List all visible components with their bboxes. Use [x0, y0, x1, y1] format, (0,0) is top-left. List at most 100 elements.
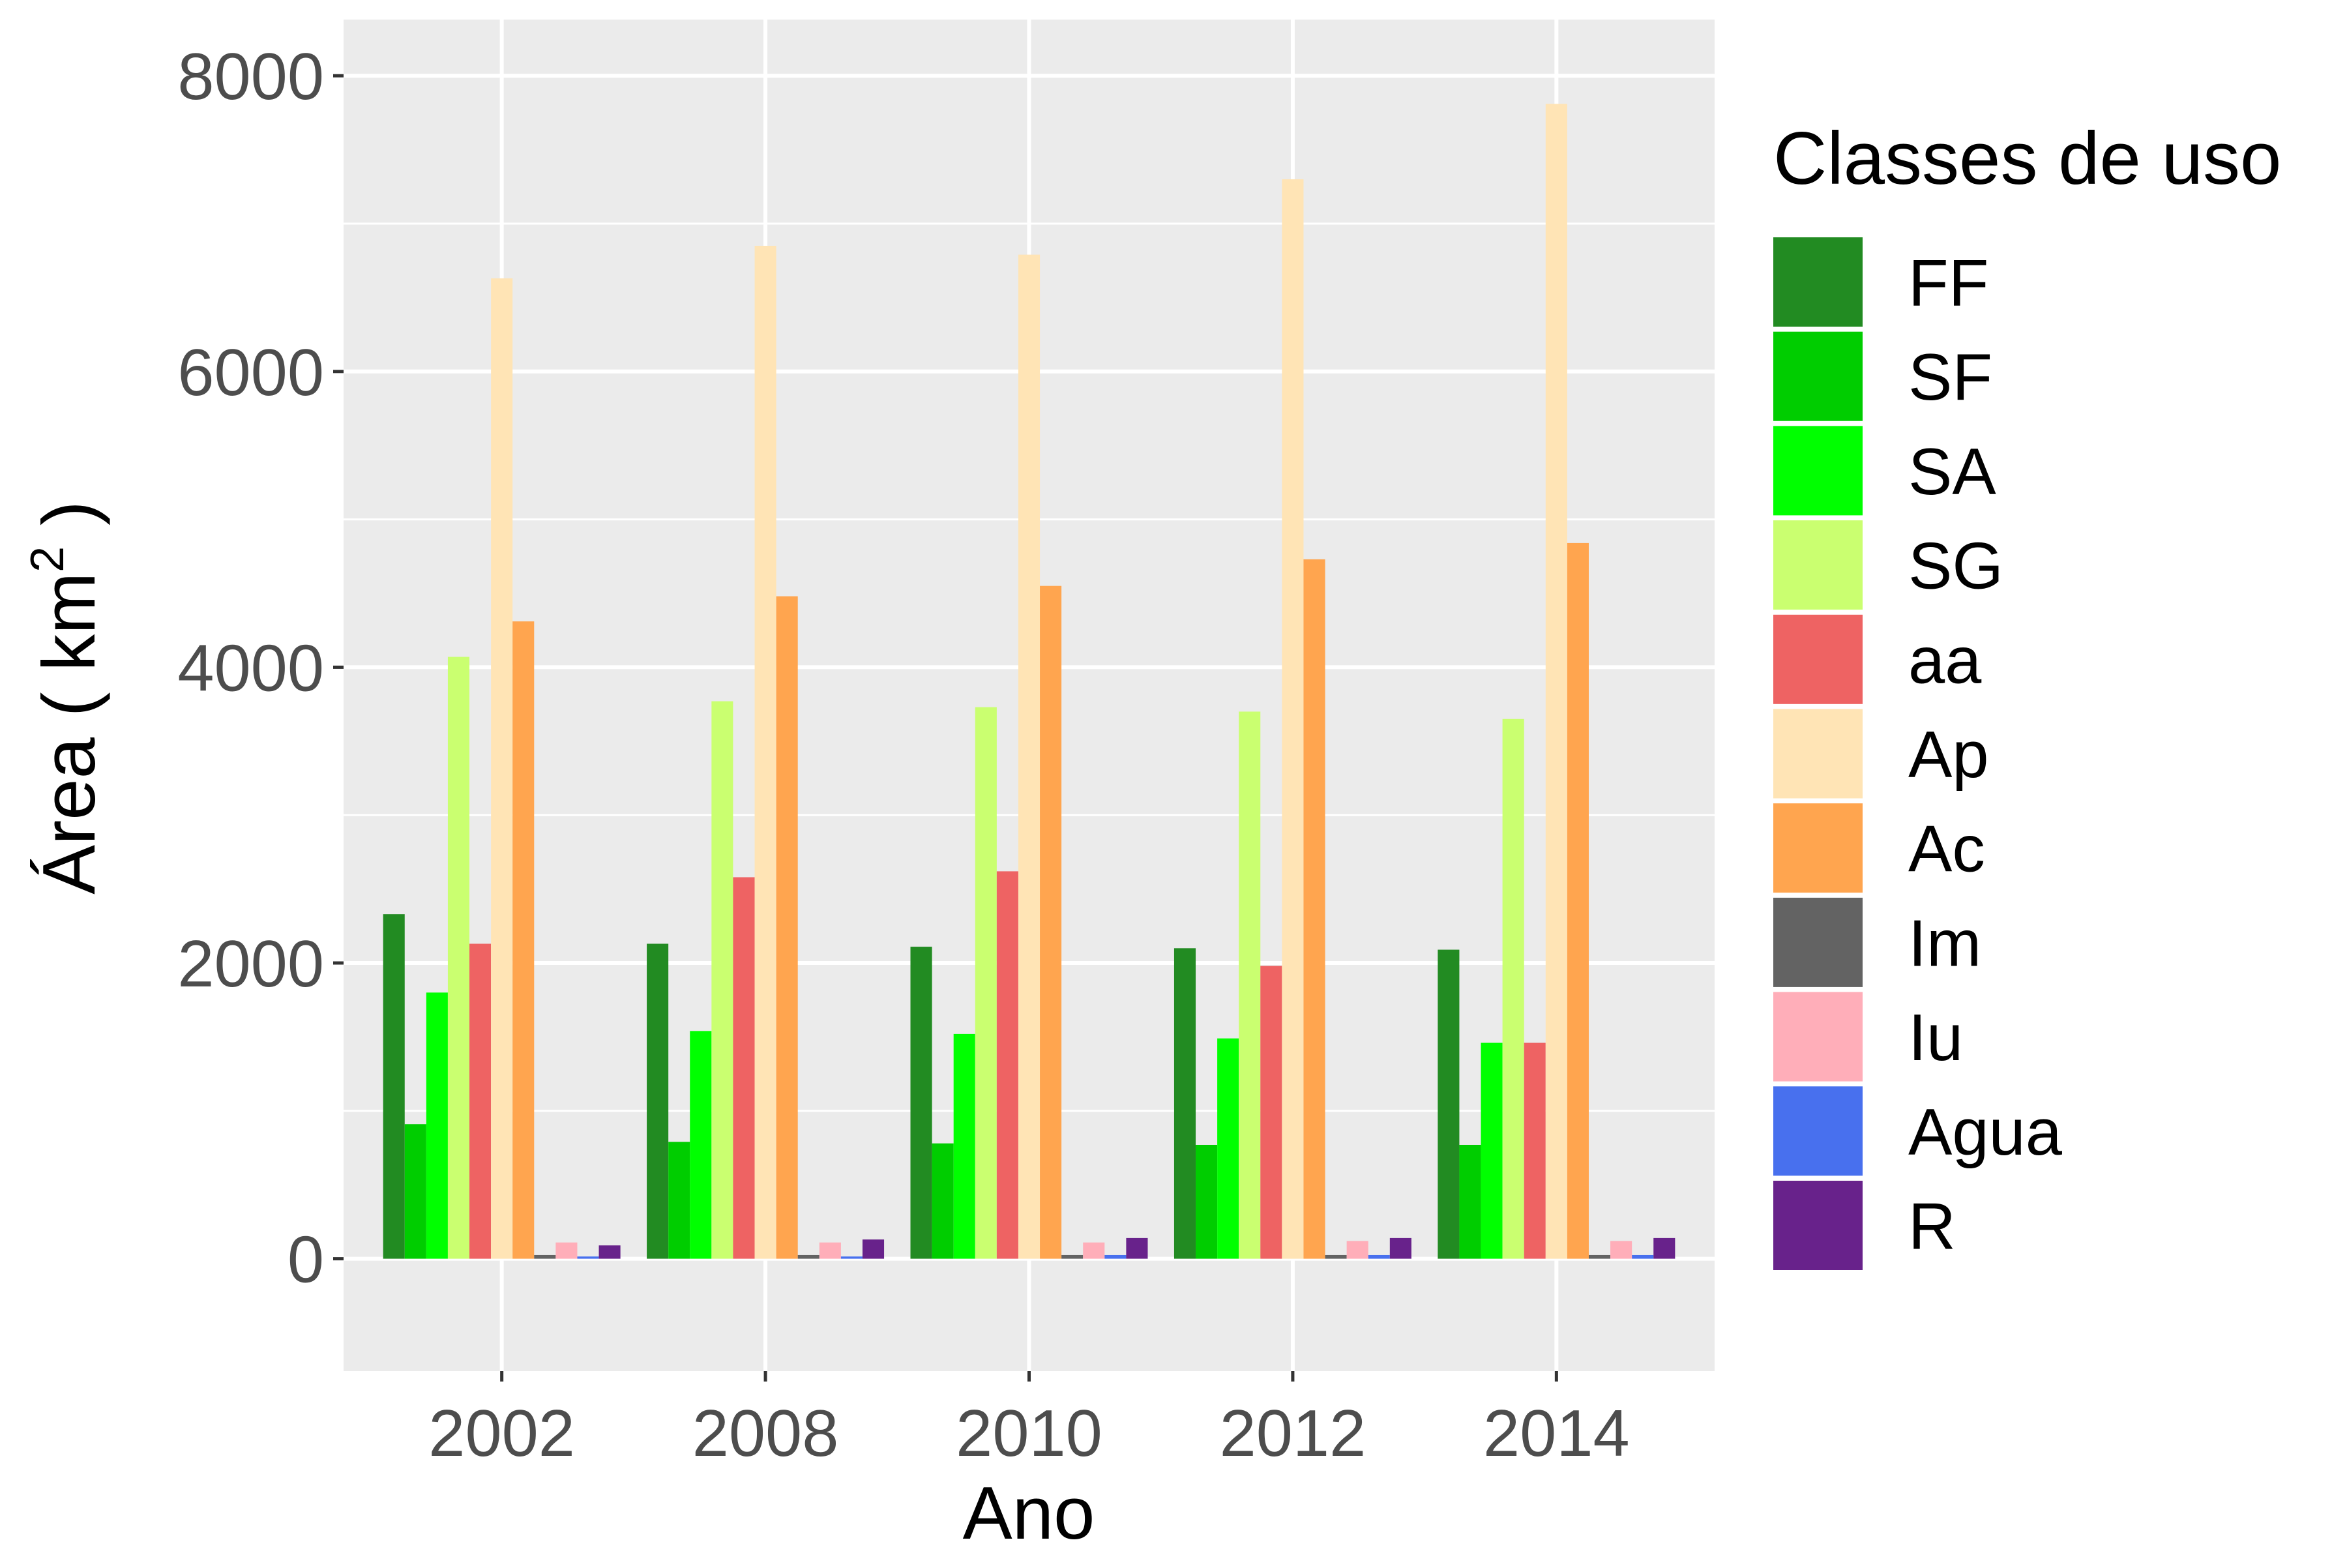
bar-ac-2002: [512, 621, 535, 1259]
bar-im-2010: [1061, 1254, 1084, 1259]
bar-iu-2002: [555, 1242, 578, 1259]
bar-aa-2014: [1524, 1043, 1546, 1259]
legend-label-aa: aa: [1908, 624, 1982, 697]
axis-ticks: [333, 74, 1558, 1382]
bar-ap-2014: [1545, 104, 1567, 1259]
bar-ff-2014: [1438, 949, 1460, 1259]
bar-ff-2010: [910, 947, 932, 1259]
legend-label-r: R: [1908, 1191, 1956, 1264]
legend-key-ap: [1773, 709, 1863, 799]
bar-sf-2008: [668, 1142, 690, 1259]
bar-r-2014: [1653, 1237, 1675, 1259]
bar-agua-2008: [840, 1256, 863, 1259]
legend-key-ac: [1773, 803, 1863, 893]
bar-im-2014: [1588, 1254, 1611, 1259]
bar-sa-2008: [690, 1031, 712, 1259]
bar-r-2008: [862, 1239, 885, 1259]
bar-r-2010: [1126, 1237, 1148, 1259]
bars: [383, 104, 1675, 1259]
bar-im-2008: [797, 1254, 819, 1259]
legend-key-iu: [1773, 992, 1863, 1082]
x-tick-label: 2010: [956, 1397, 1102, 1470]
legend-key-sf: [1773, 331, 1863, 421]
bar-sa-2010: [953, 1033, 975, 1259]
bar-aa-2010: [996, 871, 1018, 1259]
y-tick-label: 2000: [177, 928, 324, 1001]
bar-sg-2008: [711, 701, 733, 1259]
bar-sf-2010: [932, 1143, 954, 1259]
legend-label-ap: Ap: [1908, 718, 1989, 791]
legend-key-ff: [1773, 237, 1863, 327]
legend-label-sg: SG: [1908, 530, 2003, 603]
y-tick-label: 4000: [177, 632, 324, 705]
legend-key-r: [1773, 1181, 1863, 1270]
y-tick-label: 6000: [177, 336, 324, 409]
legend-key-aa: [1773, 614, 1863, 704]
x-axis-title: Ano: [963, 1472, 1095, 1555]
bar-im-2002: [534, 1254, 556, 1259]
legend-label-iu: Iu: [1908, 1001, 1963, 1074]
bar-ac-2010: [1040, 585, 1062, 1259]
legend-label-im: Im: [1908, 907, 1981, 980]
bar-sf-2014: [1459, 1144, 1481, 1259]
bar-agua-2010: [1104, 1254, 1127, 1259]
legend-key-im: [1773, 897, 1863, 987]
bar-sa-2012: [1217, 1038, 1239, 1259]
y-axis-title-suffix: ): [28, 501, 111, 546]
legend-label-ff: FF: [1908, 247, 1988, 320]
bar-sg-2002: [447, 657, 470, 1259]
legend-key-sa: [1773, 426, 1863, 516]
legend-key-sg: [1773, 520, 1863, 610]
bar-sg-2012: [1239, 711, 1261, 1259]
bar-sf-2002: [404, 1124, 426, 1259]
bar-sa-2002: [426, 992, 448, 1259]
x-tick-label: 2002: [428, 1397, 575, 1470]
bar-agua-2014: [1632, 1254, 1654, 1259]
bar-agua-2012: [1368, 1254, 1390, 1259]
x-tick-label: 2012: [1220, 1397, 1366, 1470]
bar-aa-2002: [469, 943, 492, 1259]
y-axis-title-superscript: 2: [22, 546, 74, 572]
bar-ap-2010: [1018, 254, 1041, 1259]
bar-iu-2014: [1610, 1241, 1632, 1259]
bar-sa-2014: [1481, 1043, 1503, 1259]
bar-iu-2010: [1083, 1242, 1105, 1259]
x-tick-label: 2008: [692, 1397, 839, 1470]
legend-title: Classes de uso: [1773, 117, 2281, 200]
bar-r-2002: [598, 1245, 621, 1259]
y-axis-title-main: Área ( km: [28, 572, 111, 895]
bar-ap-2012: [1282, 179, 1304, 1259]
bar-aa-2012: [1260, 966, 1282, 1259]
bar-ff-2008: [647, 943, 669, 1259]
bar-im-2012: [1325, 1254, 1347, 1259]
bar-ff-2012: [1174, 948, 1196, 1259]
bar-iu-2012: [1346, 1241, 1368, 1259]
y-tick-label: 0: [288, 1224, 324, 1297]
legend-items: FF SF SA SG aa Ap Ac Im Iu Agua R: [1773, 237, 2063, 1270]
bar-sg-2014: [1502, 718, 1524, 1259]
legend-label-agua: Agua: [1908, 1096, 2063, 1169]
bar-r-2012: [1389, 1237, 1411, 1259]
bar-ac-2008: [776, 596, 798, 1259]
legend: Classes de uso FF SF SA SG aa Ap Ac Im Iu Agua R: [1773, 117, 2281, 1270]
bar-ac-2012: [1303, 559, 1325, 1259]
legend-key-agua: [1773, 1086, 1863, 1176]
bar-sf-2012: [1196, 1144, 1218, 1259]
legend-label-sa: SA: [1908, 436, 1996, 509]
bar-agua-2002: [577, 1256, 599, 1259]
legend-label-ac: Ac: [1908, 813, 1985, 886]
legend-label-sf: SF: [1908, 341, 1992, 414]
bar-ap-2002: [491, 278, 513, 1259]
bar-iu-2008: [819, 1242, 841, 1259]
bar-sg-2010: [975, 707, 997, 1259]
bar-aa-2008: [733, 877, 755, 1259]
x-tick-label: 2014: [1483, 1397, 1630, 1470]
y-tick-labels: 0 2000 4000 6000 8000: [177, 40, 324, 1296]
bar-ap-2008: [754, 246, 776, 1259]
x-tick-labels: 2002 2008 2010 2012 2014: [428, 1397, 1629, 1470]
bar-ff-2002: [383, 914, 405, 1259]
y-axis-title: Área ( km2 ): [22, 501, 111, 895]
y-tick-label: 8000: [177, 40, 324, 113]
